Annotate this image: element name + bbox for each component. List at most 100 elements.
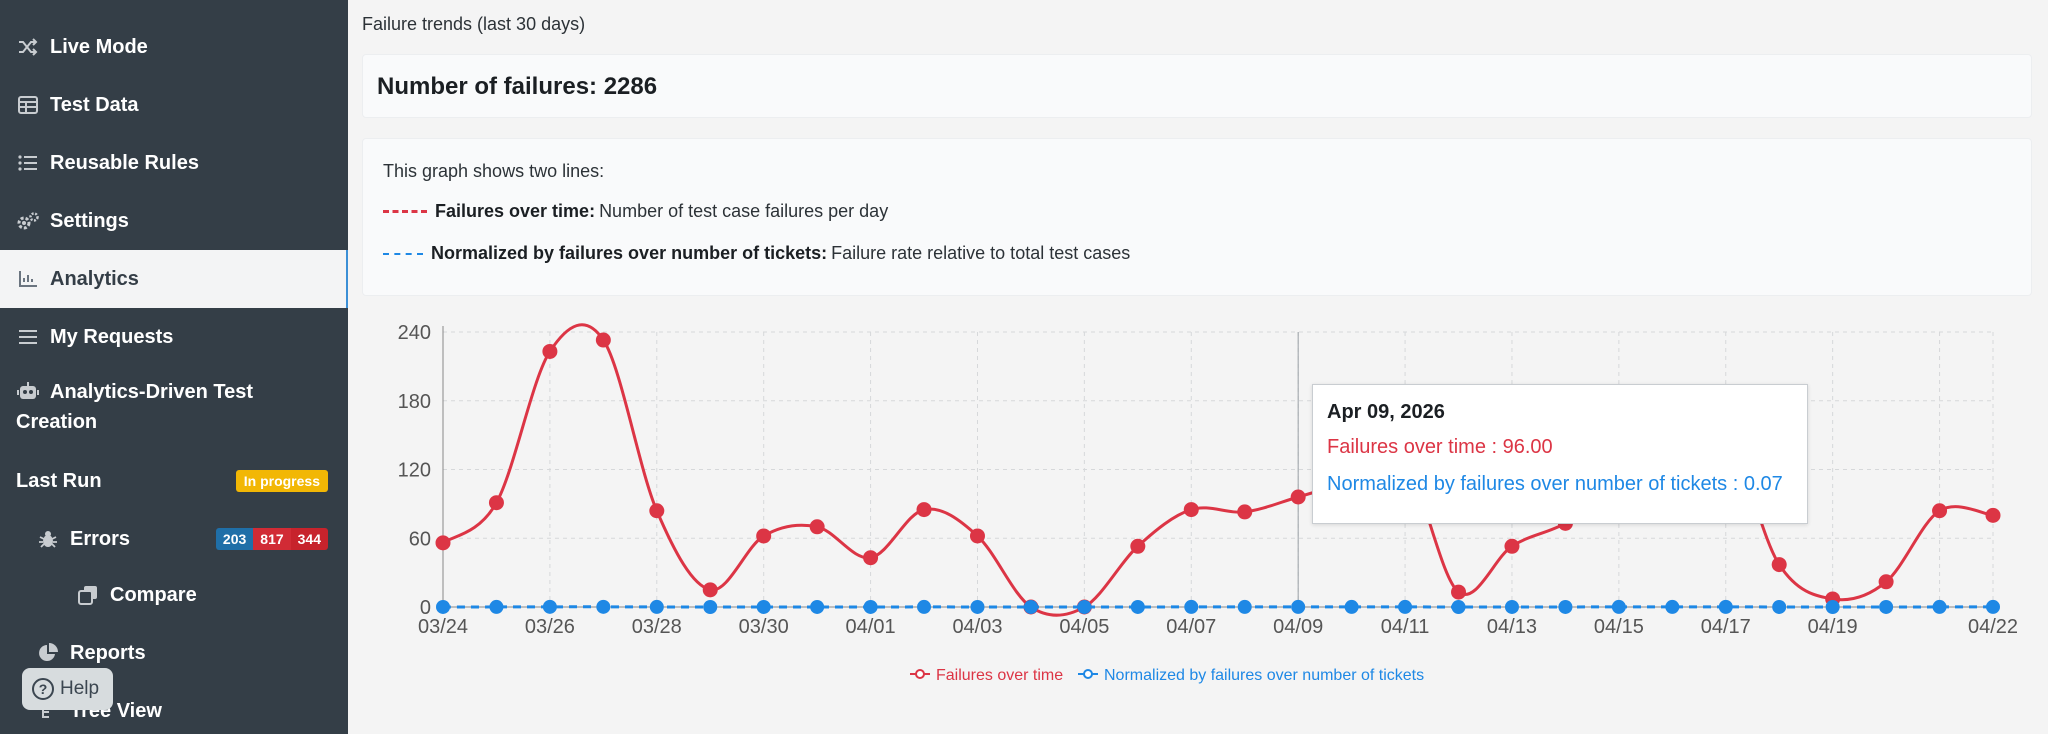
data-point-normalized [1558,599,1573,614]
x-tick-label: 04/19 [1808,616,1858,638]
red-dash-swatch [383,210,427,213]
nav-compare[interactable]: Compare [0,566,348,624]
data-point-normalized [917,599,932,614]
bug-icon [36,527,60,551]
data-point-normalized [1986,599,2000,614]
data-point-normalized [596,599,611,614]
data-point-normalized [1451,599,1466,614]
x-tick-label: 04/11 [1381,616,1430,638]
x-tick-label: 04/15 [1594,616,1644,638]
data-point-normalized [810,599,825,614]
failure-count: Number of failures: 2286 [377,73,658,100]
section-title: Failure trends (last 30 days) [362,14,586,34]
help-label: Help [60,678,100,699]
y-tick-label: 180 [398,391,431,413]
count-badge: 203 [215,528,254,550]
legend-marker-normalized [1083,669,1093,679]
data-point-normalized [1291,599,1306,614]
nav-last-run[interactable]: Last Run In progress [0,452,348,510]
tooltip-failures: Failures over time : 96.00 [1327,436,1553,458]
legend-line-normalized: Normalized by failures over number of ti… [383,243,1130,264]
legend-label-normalized: Normalized by failures over number of ti… [1104,667,1424,684]
summary-card: Number of failures: 2286 [362,54,2032,118]
nav-settings[interactable]: Settings [0,192,348,250]
blue-dash-swatch [383,252,423,255]
data-point-normalized [1077,600,1092,614]
data-point-normalized [1398,599,1413,614]
data-point-normalized [1130,599,1145,614]
nav-analytics[interactable]: Analytics [0,250,348,308]
data-point-normalized [489,599,504,614]
data-point-normalized [1504,599,1519,614]
gears-icon [16,209,40,233]
data-point-failures [1985,507,2001,523]
nav-label: Analytics-Driven Test Creation [16,379,254,433]
x-tick-label: 04/13 [1487,616,1537,638]
data-point-normalized [863,599,878,614]
nav-label: Errors [70,527,131,550]
nav-test-data[interactable]: Test Data [0,76,348,134]
table-icon [16,93,40,117]
lines-icon [16,325,40,349]
data-point-failures [969,528,985,544]
help-button[interactable]: ? Help [22,668,114,710]
data-point-failures [435,535,451,551]
count-badge: 344 [290,528,328,550]
x-tick-label: 04/07 [1166,616,1216,638]
data-point-failures [916,502,932,518]
nav-my-requests[interactable]: My Requests [0,308,348,366]
legend-label-failures: Failures over time [936,667,1063,684]
nav-label: Analytics [50,267,139,290]
data-point-normalized [1932,599,1947,614]
data-point-normalized [1611,599,1626,614]
nav-label: Live Mode [50,35,148,58]
data-point-failures [809,519,825,535]
tooltip-normalized: Normalized by failures over number of ti… [1327,473,1783,495]
nav-errors[interactable]: Errors 203 817 344 [0,510,348,568]
data-point-failures [649,503,665,519]
data-point-failures [756,528,772,544]
robot-icon [16,379,40,403]
data-point-normalized [1344,599,1359,614]
data-point-failures [1183,502,1199,518]
sidebar: Live Mode Test Data Reusable Rules Setti… [0,0,348,734]
x-tick-label: 04/09 [1273,616,1323,638]
nav-live-mode[interactable]: Live Mode [0,18,348,76]
pie-chart-icon [36,641,60,665]
data-point-failures [488,495,504,511]
x-tick-label: 03/30 [739,616,789,638]
data-point-normalized [756,599,771,614]
x-tick-label: 04/01 [846,616,896,638]
data-point-failures [595,332,611,348]
nav-analytics-driven-test-creation[interactable]: Analytics-Driven Test Creation [0,366,348,452]
nav-reusable-rules[interactable]: Reusable Rules [0,134,348,192]
x-tick-label: 04/22 [1968,616,2018,638]
list-icon [16,151,40,175]
data-point-normalized [1772,599,1787,614]
data-point-normalized [970,599,985,614]
chart-tooltip: Apr 09, 2026 Failures over time : 96.00 … [1312,384,1808,524]
data-point-normalized [436,599,450,614]
data-point-normalized [703,599,718,614]
status-badge: In progress [235,470,328,492]
data-point-normalized [1665,599,1680,614]
copy-icon [76,583,100,607]
failure-trend-chart[interactable]: 0 60 120 180 240 03/24 03/26 03/28 03/30 04/01 04/… [348,310,2048,710]
data-point-failures [1451,584,1467,600]
legend-card: This graph shows two lines: Failures ove… [362,138,2032,296]
data-point-failures [702,582,718,598]
nav-label: Settings [50,209,129,232]
data-point-failures [1237,504,1253,520]
x-tick-label: 03/28 [632,616,682,638]
y-tick-label: 0 [420,597,431,619]
count-badge: 817 [253,528,291,550]
chart-icon [16,267,40,291]
legend-marker-failures [915,669,925,679]
nav-label: Compare [110,583,197,606]
error-counts: 203 817 344 [215,528,328,550]
nav-reports[interactable]: Reports [0,624,348,682]
data-point-normalized [542,599,557,614]
tooltip-date: Apr 09, 2026 [1327,401,1445,423]
data-point-normalized [1718,599,1733,614]
x-tick-label: 03/24 [418,616,468,638]
